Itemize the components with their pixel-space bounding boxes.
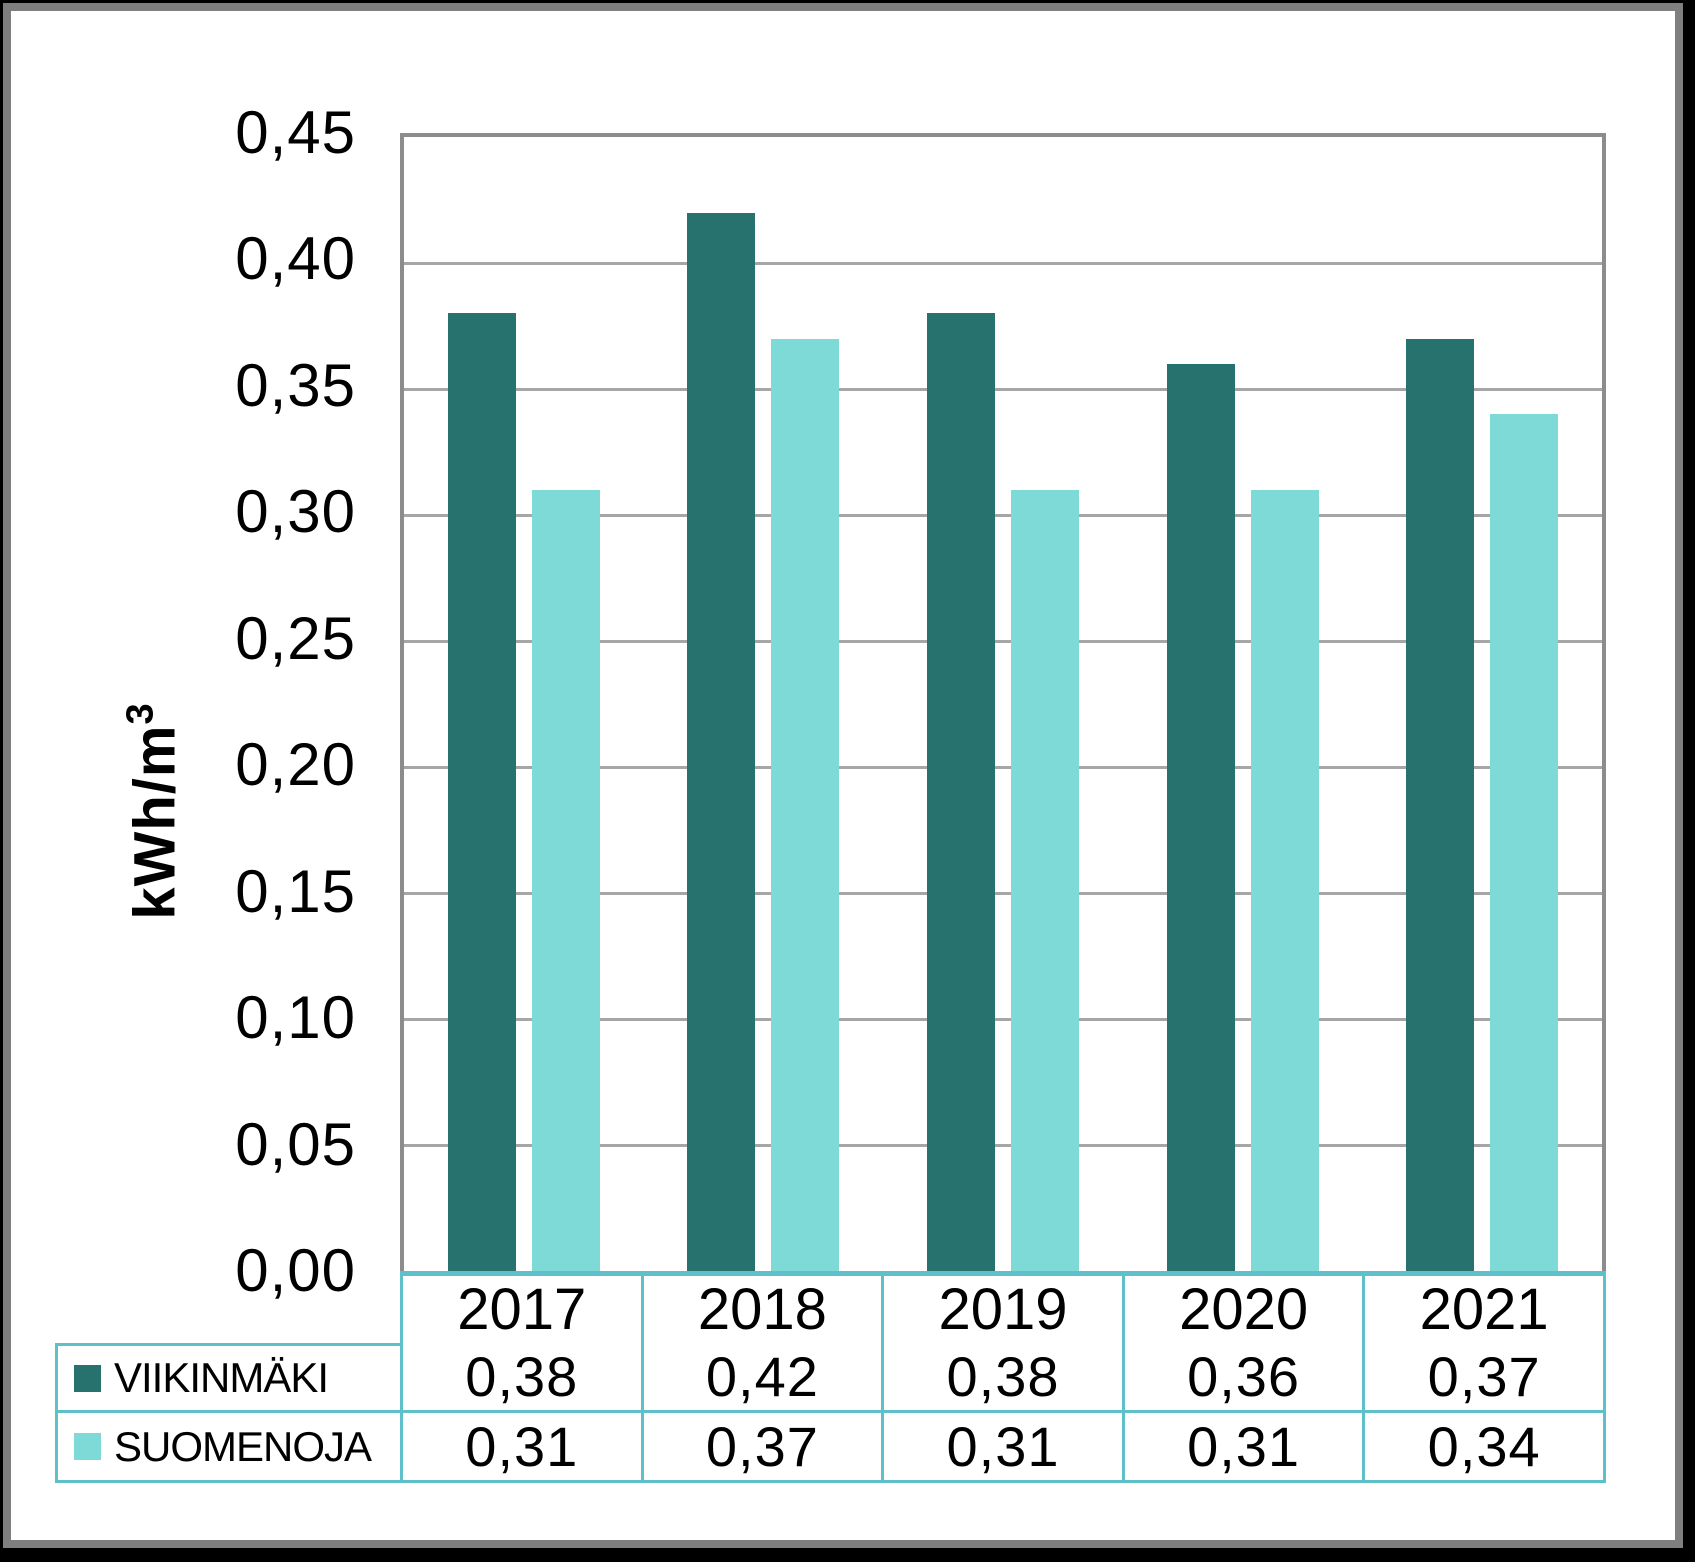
y-tick-label: 0,10 [235, 984, 356, 1052]
value-cell-suomenoja-2018: 0,37 [643, 1413, 885, 1483]
gridline [404, 261, 1602, 265]
year-cell-2018: 2018 [643, 1276, 885, 1346]
value-cell-suomenoja-2017: 0,31 [403, 1413, 644, 1483]
value-cell-viikinmaki-2020: 0,36 [1124, 1343, 1366, 1413]
year-cell-2017: 2017 [403, 1276, 644, 1346]
bar-suomenoja-2017 [531, 489, 600, 1271]
value-cell-viikinmaki-2017: 0,38 [403, 1343, 644, 1413]
y-tick-label: 0,20 [235, 731, 356, 799]
plot-area [400, 133, 1606, 1271]
bar-suomenoja-2019 [1011, 489, 1079, 1271]
y-tick-label: 0,40 [235, 225, 356, 293]
value-cell-viikinmaki-2021: 0,37 [1365, 1343, 1606, 1413]
value-cell-viikinmaki-2019: 0,38 [884, 1343, 1125, 1413]
x-axis-category-row: 2017 2018 2019 2020 2021 [400, 1271, 1606, 1346]
data-table: VIIKINMÄKI 0,38 0,42 0,38 0,36 0,37 SUOMENOJA 0… [55, 1343, 1606, 1483]
gridline [404, 639, 1602, 643]
chart-frame: kWh/m3 0,45 0,40 0,35 0,30 0,25 0,20 0,15 0,10 0… [3, 3, 1683, 1548]
bar-suomenoja-2020 [1250, 489, 1319, 1271]
y-tick-label: 0,35 [235, 351, 356, 419]
bar-suomenoja-2021 [1490, 414, 1559, 1271]
legend-label-viikinmaki: VIIKINMÄKI [114, 1354, 329, 1401]
y-tick-label: 0,25 [235, 604, 356, 672]
year-cell-2020: 2020 [1124, 1276, 1366, 1346]
y-axis-title-superscript: 3 [119, 702, 162, 725]
year-cell-2021: 2021 [1365, 1276, 1606, 1346]
table-row-viikinmaki: VIIKINMÄKI 0,38 0,42 0,38 0,36 0,37 [58, 1343, 1606, 1413]
y-tick-label: 0,15 [235, 857, 356, 925]
legend-label-suomenoja: SUOMENOJA [114, 1422, 372, 1470]
bar-viikinmaki-2020 [1166, 363, 1235, 1271]
value-cell-viikinmaki-2018: 0,42 [643, 1343, 885, 1413]
bar-suomenoja-2018 [771, 338, 840, 1271]
bar-viikinmaki-2019 [927, 313, 995, 1271]
y-tick-label: 0,30 [235, 478, 356, 546]
y-tick-label: 0,05 [235, 1110, 356, 1178]
y-tick-label: 0,00 [235, 1237, 356, 1304]
chart-stage: kWh/m3 0,45 0,40 0,35 0,30 0,25 0,20 0,15 0,10 0… [11, 11, 1675, 1540]
legend-swatch-suomenoja-icon [74, 1433, 101, 1460]
table-row-suomenoja: SUOMENOJA 0,31 0,37 0,31 0,31 0,34 [58, 1413, 1606, 1483]
bar-viikinmaki-2021 [1406, 338, 1475, 1271]
gridline [404, 765, 1602, 769]
value-cell-suomenoja-2019: 0,31 [884, 1413, 1125, 1483]
gridline [404, 387, 1602, 391]
gridline [404, 513, 1602, 517]
y-tick-label: 0,45 [235, 99, 356, 166]
year-cell-2019: 2019 [884, 1276, 1125, 1346]
gridline [404, 891, 1602, 895]
value-cell-suomenoja-2021: 0,34 [1365, 1413, 1606, 1483]
legend-cell-suomenoja: SUOMENOJA [58, 1413, 403, 1483]
value-cell-suomenoja-2020: 0,31 [1124, 1413, 1366, 1483]
bar-viikinmaki-2018 [687, 212, 756, 1271]
gridline [404, 1143, 1602, 1147]
legend-swatch-viikinmaki-icon [74, 1364, 101, 1392]
bar-viikinmaki-2017 [447, 313, 516, 1271]
legend-cell-viikinmaki: VIIKINMÄKI [58, 1343, 403, 1413]
gridline [404, 1017, 1602, 1021]
